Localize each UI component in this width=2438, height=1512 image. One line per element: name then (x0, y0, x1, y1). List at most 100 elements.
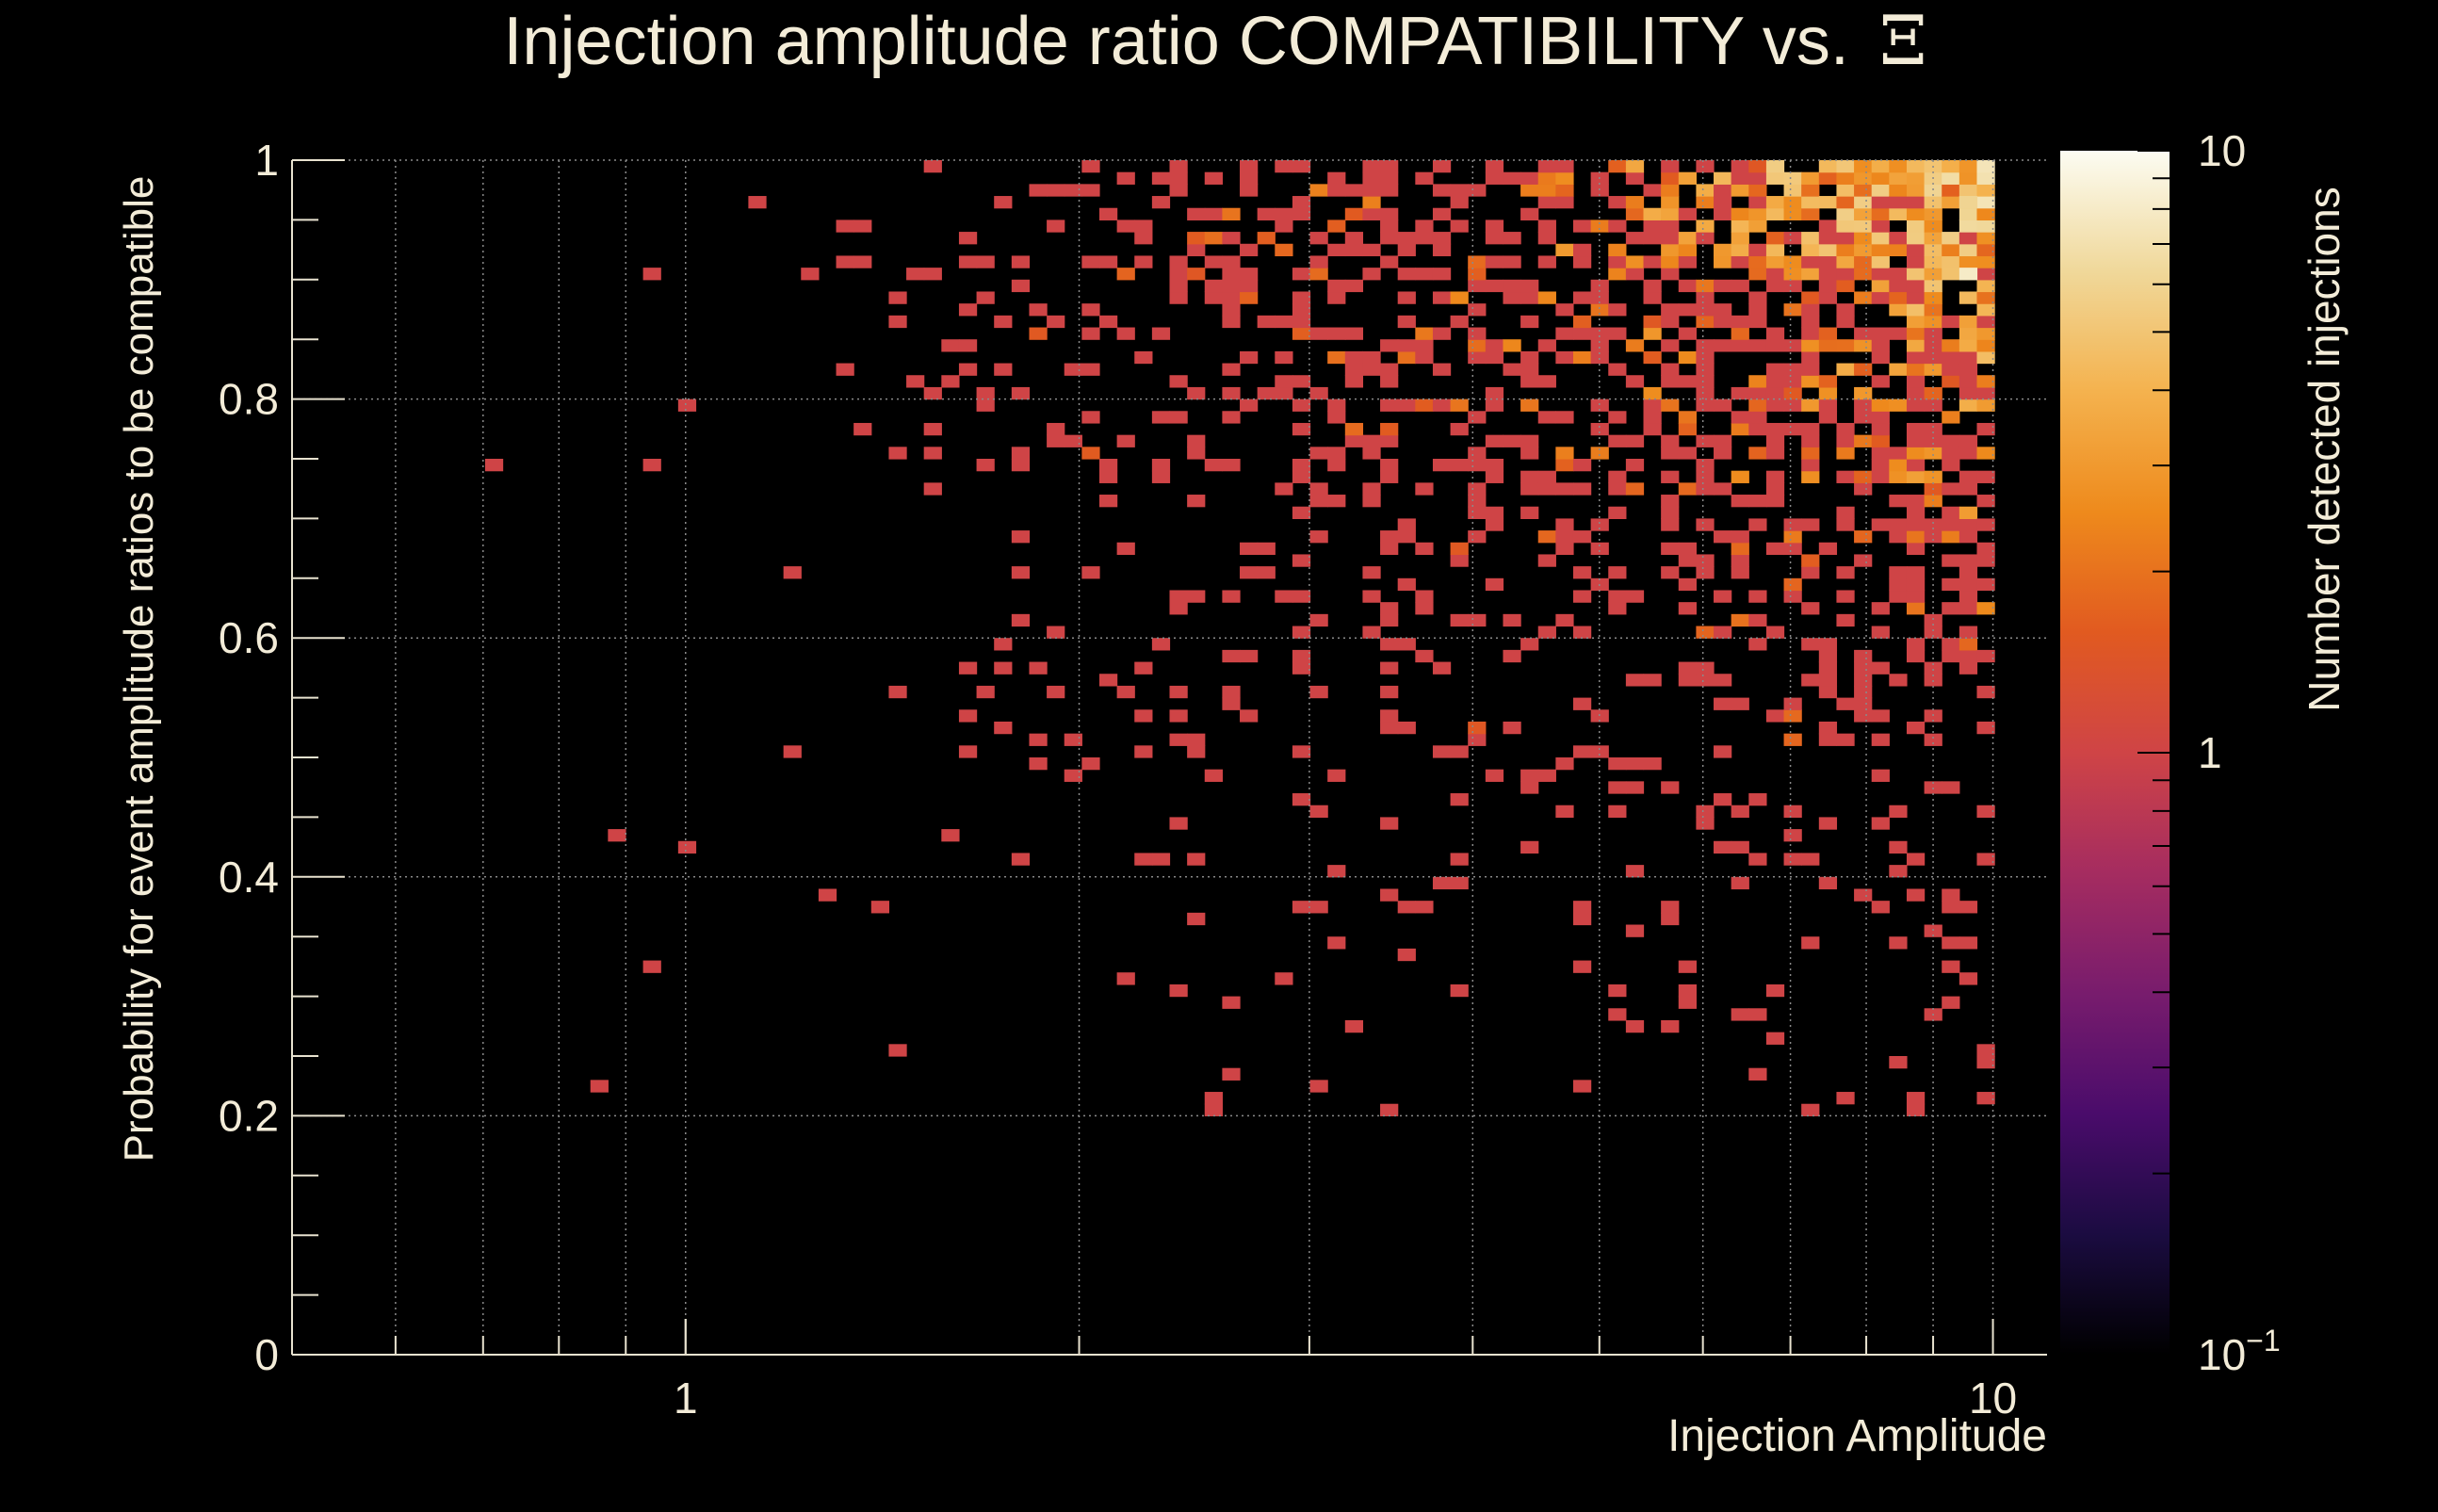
histogram-bin (1643, 757, 1662, 771)
histogram-bin (1468, 303, 1487, 317)
histogram-bin (1924, 243, 1942, 257)
histogram-bin (1292, 590, 1311, 603)
histogram-bin (1871, 733, 1890, 746)
histogram-bin (888, 685, 907, 699)
histogram-bin (1748, 590, 1767, 603)
histogram-bin (1818, 327, 1838, 340)
histogram-bin (1976, 495, 1995, 508)
histogram-bin (1468, 447, 1487, 460)
histogram-bin (1748, 411, 1767, 424)
histogram-bin (1643, 232, 1662, 245)
histogram-bin (1801, 243, 1820, 257)
histogram-bin (888, 315, 907, 329)
histogram-bin (1537, 196, 1556, 209)
histogram-bin (1415, 901, 1434, 914)
histogram-bin (1520, 279, 1539, 293)
histogram-bin (1748, 219, 1767, 233)
histogram-bin (1959, 243, 1978, 257)
histogram-bin (1187, 268, 1206, 281)
histogram-bin (1906, 232, 1926, 245)
histogram-bin (1924, 530, 1942, 544)
histogram-bin (1625, 160, 1645, 173)
histogram-bin (1661, 542, 1680, 556)
histogram-bin (1959, 160, 1978, 173)
histogram-bin (1608, 363, 1627, 376)
histogram-bin (1714, 184, 1732, 197)
histogram-bin (1854, 697, 1873, 710)
histogram-bin (1572, 459, 1592, 472)
histogram-bin (1344, 207, 1364, 220)
histogram-bin (1537, 769, 1556, 782)
histogram-bin (1047, 184, 1065, 197)
histogram-bin (1380, 398, 1399, 412)
histogram-bin (1906, 350, 1926, 365)
histogram-bin (1503, 363, 1521, 376)
histogram-bin (1731, 554, 1749, 567)
histogram-bin (1976, 721, 1995, 735)
histogram-bin (1169, 160, 1188, 173)
histogram-bin (1854, 363, 1873, 376)
histogram-bin (1309, 184, 1328, 197)
histogram-bin (1432, 160, 1452, 173)
histogram-bin (1818, 817, 1838, 830)
histogram-bin (1643, 411, 1662, 424)
histogram-bin (1309, 482, 1328, 496)
histogram-bin (1169, 184, 1188, 197)
histogram-bin (1380, 255, 1399, 268)
histogram-bin (1520, 375, 1539, 388)
histogram-bin (1222, 590, 1241, 603)
histogram-bin (1661, 196, 1680, 209)
histogram-bin (1029, 733, 1048, 746)
axes: 0 0.2 0.4 0.6 0.8 1 1 10 (219, 136, 2047, 1423)
histogram-bin (1240, 184, 1259, 197)
histogram-bin (1959, 936, 1978, 950)
histogram-bin (1187, 434, 1206, 447)
histogram-bin (1731, 184, 1749, 197)
histogram-bin (1169, 733, 1188, 746)
histogram-bin (1151, 638, 1171, 651)
histogram-bin (1572, 255, 1592, 268)
histogram-bin (1801, 434, 1820, 447)
histogram-bin (1906, 495, 1926, 508)
histogram-bin (1731, 160, 1749, 173)
histogram-bin (1906, 721, 1926, 735)
histogram-bin (1731, 386, 1749, 400)
histogram-bin (1520, 315, 1539, 329)
histogram-bin (1572, 960, 1592, 973)
histogram-bin (1959, 626, 1978, 639)
histogram-bin (1959, 375, 1978, 388)
histogram-bin (1275, 219, 1293, 233)
histogram-bin (1818, 219, 1838, 233)
histogram-bin (1959, 184, 1978, 197)
histogram-bin (1854, 685, 1873, 699)
histogram-bin (1906, 853, 1926, 866)
histogram-bin (1801, 566, 1820, 579)
histogram-bin (1309, 447, 1328, 460)
histogram-bin (1714, 626, 1732, 639)
histogram-bin (1854, 709, 1873, 723)
histogram-bin (923, 160, 942, 173)
histogram-bin (888, 447, 907, 460)
colorbar-tick-label: 10−1 (2198, 1324, 2281, 1379)
histogram-bin (1801, 674, 1820, 687)
histogram-bin (1503, 434, 1521, 447)
histogram-bin (1450, 398, 1469, 412)
histogram-bin (994, 363, 1013, 376)
histogram-bin (1696, 805, 1715, 818)
histogram-bin (1959, 196, 1978, 209)
histogram-bin (1380, 434, 1399, 447)
histogram-bin (1187, 733, 1206, 746)
histogram-bin (1731, 339, 1749, 352)
histogram-bin (1309, 805, 1328, 818)
histogram-bin (1959, 447, 1978, 460)
histogram-bin (1765, 434, 1785, 447)
histogram-bin (1222, 291, 1241, 304)
histogram-bin (1450, 196, 1469, 209)
histogram-bin (1625, 171, 1645, 185)
histogram-bin (1678, 350, 1697, 365)
histogram-bin (1854, 482, 1873, 496)
histogram-bin (1204, 459, 1223, 472)
